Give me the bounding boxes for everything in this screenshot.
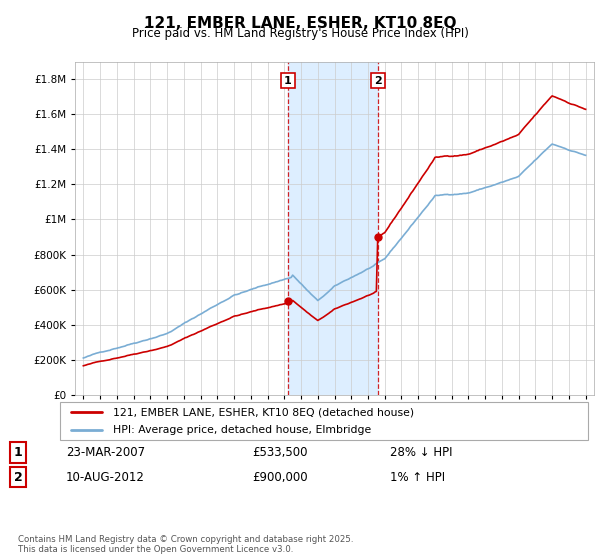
Text: 121, EMBER LANE, ESHER, KT10 8EQ: 121, EMBER LANE, ESHER, KT10 8EQ [144, 16, 456, 31]
Text: 2: 2 [374, 76, 382, 86]
Text: 121, EMBER LANE, ESHER, KT10 8EQ (detached house): 121, EMBER LANE, ESHER, KT10 8EQ (detach… [113, 407, 414, 417]
FancyBboxPatch shape [60, 402, 588, 440]
Text: 10-AUG-2012: 10-AUG-2012 [66, 470, 145, 484]
Text: £900,000: £900,000 [252, 470, 308, 484]
Text: 2: 2 [14, 470, 22, 484]
Text: 23-MAR-2007: 23-MAR-2007 [66, 446, 145, 459]
Text: HPI: Average price, detached house, Elmbridge: HPI: Average price, detached house, Elmb… [113, 425, 371, 435]
Bar [288, 62, 378, 395]
Text: 1: 1 [284, 76, 292, 86]
Text: Contains HM Land Registry data © Crown copyright and database right 2025.
This d: Contains HM Land Registry data © Crown c… [18, 535, 353, 554]
Text: Price paid vs. HM Land Registry's House Price Index (HPI): Price paid vs. HM Land Registry's House … [131, 27, 469, 40]
Text: 28% ↓ HPI: 28% ↓ HPI [390, 446, 452, 459]
Text: 1% ↑ HPI: 1% ↑ HPI [390, 470, 445, 484]
Text: 1: 1 [14, 446, 22, 459]
Text: £533,500: £533,500 [252, 446, 308, 459]
